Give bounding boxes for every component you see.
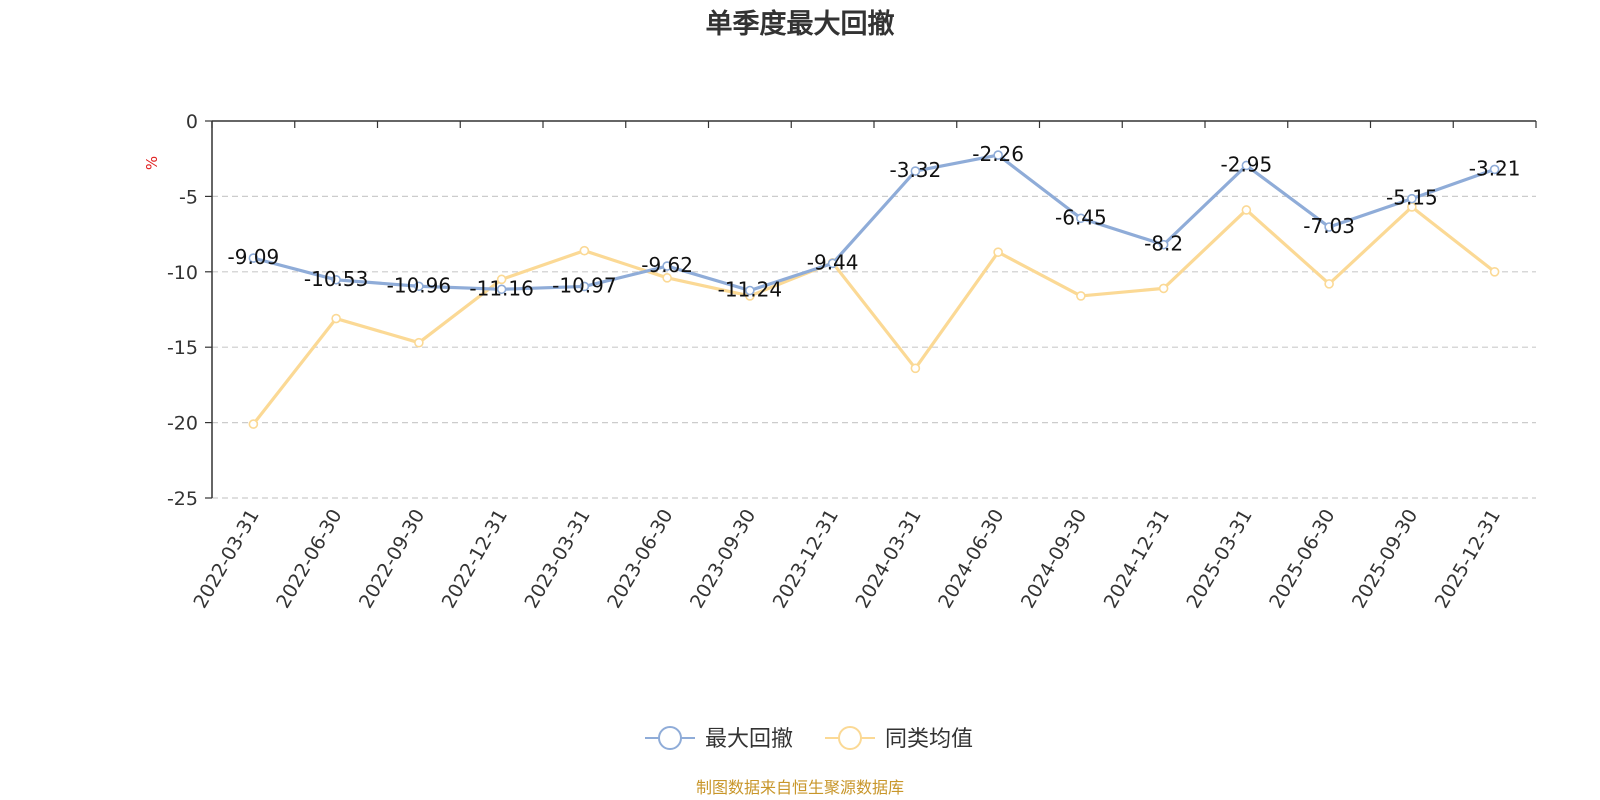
data-point: [496, 274, 507, 285]
y-axis-label: %: [143, 156, 161, 170]
x-tick-label: 2022-03-31: [189, 506, 263, 613]
data-point: [414, 337, 424, 348]
data-labels: -9.09 -10.53 -10.96 -11.16 -10.97 -9.62 -11.24…: [228, 142, 1521, 301]
x-tick-label: 2025-06-30: [1265, 506, 1339, 613]
x-tick-label: 2022-12-31: [438, 506, 512, 613]
data-point: [496, 284, 507, 295]
data-point: [662, 261, 672, 271]
data-label: -3.32: [890, 158, 942, 182]
series-line: [252, 205, 1496, 426]
data-label: -11.16: [469, 276, 533, 300]
data-label: -10.53: [304, 267, 368, 291]
legend-marker: [838, 726, 862, 750]
chart-title: 单季度最大回撤: [706, 8, 895, 40]
data-label: -10.96: [387, 273, 451, 297]
data-point: [1241, 160, 1252, 171]
data-point: [331, 274, 341, 285]
data-label: -9.62: [641, 253, 693, 277]
x-tick-label: 2024-03-31: [851, 506, 925, 613]
data-point: [1241, 205, 1252, 215]
y-tick-label: -5: [179, 186, 198, 208]
data-point: [662, 273, 672, 283]
data-point: [1158, 239, 1169, 250]
data-point: [579, 281, 590, 292]
x-tick-label: 2025-03-31: [1182, 506, 1256, 613]
x-tick-label: 2024-06-30: [934, 506, 1008, 613]
x-tick-label: 2024-09-30: [1017, 506, 1091, 613]
data-label: -3.21: [1469, 156, 1521, 180]
x-tick-label: 2023-06-30: [603, 506, 677, 613]
data-point: [993, 150, 1003, 160]
data-point: [1076, 291, 1086, 301]
grid-lines: [212, 195, 1536, 499]
data-point: [331, 313, 341, 324]
data-point: [579, 245, 590, 256]
data-point: [993, 247, 1003, 257]
data-point: [1158, 283, 1169, 294]
x-tick-label: 2025-09-30: [1348, 506, 1422, 613]
data-label: -8.2: [1144, 232, 1183, 256]
series-lines: [248, 150, 1500, 429]
data-label: -5.15: [1386, 186, 1438, 210]
x-tick-label: 2023-09-30: [686, 506, 760, 613]
x-tick-label: 2023-03-31: [520, 506, 594, 613]
source-note: 制图数据来自恒生聚源数据库: [696, 778, 904, 797]
data-label: -9.09: [228, 245, 280, 269]
data-point: [1324, 279, 1334, 289]
legend: 最大回撤 同类均值: [645, 726, 973, 752]
data-point: [1489, 164, 1500, 175]
series-line: [252, 153, 1496, 293]
data-label: -2.95: [1221, 152, 1273, 176]
data-label: -6.45: [1055, 205, 1107, 229]
x-tick-label: 2025-12-31: [1431, 506, 1505, 613]
data-label: -9.44: [807, 250, 859, 274]
x-tick-label: 2024-12-31: [1100, 506, 1174, 613]
data-point: [248, 419, 259, 429]
data-label: -7.03: [1303, 214, 1355, 238]
data-label: -11.24: [718, 277, 782, 301]
legend-marker: [658, 726, 682, 750]
y-tick-label: -20: [167, 413, 198, 435]
data-point: [1076, 213, 1086, 224]
data-label: -10.97: [552, 273, 616, 297]
data-point: [1489, 266, 1500, 277]
x-tick-label: 2022-09-30: [355, 506, 429, 613]
data-point: [745, 285, 755, 296]
data-point: [248, 253, 259, 263]
y-tick-label: 0: [186, 111, 198, 133]
x-tick-label: 2022-06-30: [272, 506, 346, 613]
data-label: -2.26: [972, 142, 1024, 166]
data-point: [910, 363, 921, 374]
x-tick-label: 2023-12-31: [769, 506, 843, 613]
data-point: [910, 166, 921, 176]
y-tick-label: -15: [167, 337, 198, 359]
y-tick-label: -25: [167, 488, 198, 510]
y-tick-label: -10: [167, 262, 198, 284]
data-point: [827, 258, 838, 269]
data-point: [1407, 193, 1417, 204]
legend-label: 最大回撤: [705, 727, 793, 752]
legend-label: 同类均值: [885, 727, 973, 752]
data-point: [414, 281, 424, 292]
data-point: [1324, 222, 1334, 232]
